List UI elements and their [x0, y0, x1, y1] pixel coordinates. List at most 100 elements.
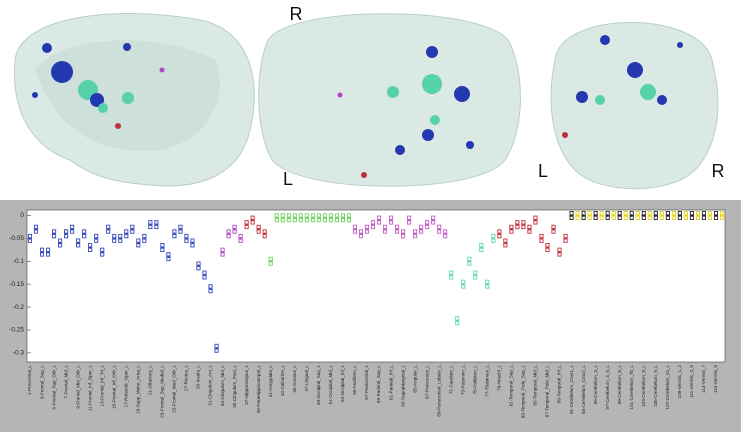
box	[142, 233, 147, 243]
median	[299, 216, 303, 220]
box	[364, 224, 370, 234]
box	[527, 224, 532, 234]
median	[576, 214, 579, 217]
median	[588, 214, 591, 217]
median	[486, 282, 489, 286]
node	[627, 62, 643, 78]
x-tick-label: 33-Cingulum_Mid_L	[220, 365, 225, 407]
x-tick-label: 53-Occipital_Inf_L	[340, 365, 345, 402]
x-tick-label: 25-Frontal_Med_Orb_L	[172, 365, 177, 413]
x-tick-label: 63-SupraMarginal_L	[400, 365, 405, 407]
median	[708, 214, 712, 217]
node	[115, 123, 121, 129]
median	[696, 214, 700, 217]
box	[641, 211, 646, 220]
median	[335, 216, 339, 220]
x-tick-label: 39-ParaHippocampal_L	[256, 365, 261, 414]
box	[599, 211, 604, 220]
x-tick-label: 1-Precentral_L	[27, 365, 32, 396]
direction-label: L	[538, 161, 548, 181]
node	[430, 115, 440, 125]
median	[654, 214, 658, 217]
x-tick-label: 57-Postcentral_L	[364, 365, 369, 400]
median	[528, 227, 531, 231]
box	[322, 213, 327, 223]
median	[341, 216, 345, 220]
brain-outline	[550, 22, 719, 190]
box	[160, 243, 165, 252]
node	[454, 86, 470, 102]
median	[540, 237, 543, 240]
node	[387, 86, 399, 98]
box	[671, 211, 676, 220]
median	[58, 241, 62, 245]
median	[46, 250, 50, 254]
box	[629, 211, 634, 220]
y-tick-label: -0.05	[9, 235, 24, 242]
median	[88, 246, 92, 249]
box	[208, 284, 213, 294]
x-tick-label: 45-Cuneus_L	[292, 365, 297, 393]
box	[112, 233, 117, 243]
x-tick-label: 77-Thalamus_L	[485, 365, 490, 397]
x-tick-label: 55-Fusiform_L	[352, 365, 357, 395]
median	[702, 214, 706, 217]
x-tick-label: 11-Frontal_Inf_Oper_L	[87, 365, 92, 412]
box	[76, 238, 81, 248]
x-tick-label: 111-Vermis_4_5	[689, 365, 694, 398]
box	[166, 252, 171, 262]
box	[443, 229, 448, 239]
box	[58, 238, 63, 248]
box	[316, 213, 321, 223]
median	[155, 223, 158, 226]
node	[337, 92, 343, 98]
x-tick-label: 85-Temporal_Mid_L	[533, 365, 538, 406]
median	[720, 214, 724, 217]
median	[461, 282, 465, 286]
box	[485, 279, 490, 289]
median	[40, 250, 44, 254]
box	[689, 211, 694, 220]
box	[256, 224, 261, 234]
median	[365, 227, 369, 231]
box	[106, 224, 111, 234]
median	[34, 227, 38, 231]
median	[618, 214, 621, 217]
box	[184, 233, 189, 243]
box	[395, 224, 400, 234]
median	[257, 227, 260, 231]
x-tick-label: 83-Temporal_Pole_Sup_L	[521, 365, 526, 419]
box	[148, 220, 153, 230]
median	[395, 227, 399, 231]
median	[233, 227, 236, 231]
median	[329, 216, 333, 220]
x-tick-label: 105-Cerebelum_9_L	[653, 365, 658, 407]
box	[370, 220, 376, 230]
y-tick-label: 0	[20, 212, 24, 219]
node	[562, 132, 568, 138]
box	[653, 211, 658, 220]
box	[449, 270, 454, 280]
x-tick-label: 17-Rolandic_Oper_L	[124, 365, 129, 408]
median	[106, 227, 110, 231]
x-tick-label: 31-Cingulum_Ant_L	[208, 365, 213, 406]
node	[466, 141, 474, 149]
x-tick-label: 75-Pallidum_L	[473, 365, 478, 395]
box	[232, 224, 237, 234]
x-tick-label: 73-Putamen_L	[460, 365, 465, 396]
median	[371, 223, 375, 226]
y-tick-label: -0.25	[9, 327, 24, 334]
box	[376, 215, 382, 225]
y-tick-label: -0.1	[13, 258, 25, 265]
x-tick-label: 3-Frontal_Sup_L	[39, 365, 44, 400]
x-tick-label: 95-Cerebelum_3_L	[593, 365, 598, 405]
median	[419, 227, 423, 231]
box	[635, 211, 640, 220]
box	[539, 233, 544, 243]
median	[648, 214, 652, 217]
x-tick-label: 9-Frontal_Mid_Orb_L	[75, 365, 80, 409]
median	[94, 237, 98, 240]
node	[426, 46, 438, 58]
box	[701, 211, 706, 220]
median	[558, 250, 561, 254]
